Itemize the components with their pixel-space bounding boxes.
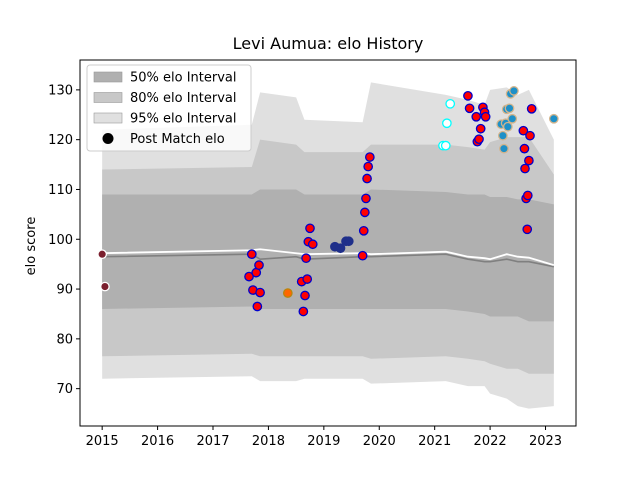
post-match-elo-point [497,130,508,141]
post-match-elo-point [522,190,533,201]
post-match-elo-point [360,207,370,218]
post-match-elo-point [507,113,518,124]
y-tick-label: 110 [48,183,73,198]
y-tick-label: 80 [56,332,73,347]
post-match-elo-point [298,306,309,317]
post-match-elo-point [445,98,456,109]
post-match-elo-point [463,91,473,101]
post-match-elo-point [282,288,293,298]
post-match-elo-point [519,143,530,154]
post-match-elo-point [548,113,559,124]
post-match-elo-point [464,103,475,114]
post-match-elo-point [357,250,368,261]
legend-label: Post Match elo [130,132,225,147]
post-match-elo-point [499,143,509,154]
post-match-elo-point [525,130,535,141]
post-match-elo-point [252,301,263,312]
post-match-elo-point [100,281,110,292]
mean-elo-line [102,248,555,267]
post-match-elo-point [475,123,486,134]
post-match-elo-point [335,243,346,254]
legend-label: 95% elo Interval [130,112,237,127]
x-tick-label: 2015 [86,434,119,449]
x-tick-label: 2019 [307,434,340,449]
post-match-elo-point [522,224,533,235]
post-match-elo-point [246,249,257,260]
x-tick-label: 2020 [363,434,396,449]
y-tick-label: 130 [48,83,73,98]
legend-swatch [93,71,123,83]
post-match-elo-point [358,225,369,236]
post-match-elo-point [440,140,451,151]
post-match-elo-point [526,103,537,114]
post-match-elo-point [361,193,371,204]
axes-frame [79,59,577,427]
y-tick-label: 70 [56,382,73,397]
band-50-interval [102,189,554,322]
post-match-elo-point [255,287,265,298]
post-match-elo-point [471,111,482,122]
legend: 50% elo Interval 80% elo Interval 95% elo … [86,64,252,152]
post-match-elo-point [518,125,529,136]
post-match-elo-point [480,111,491,122]
chart-title: Levi Aumua: elo History [233,34,424,53]
axes: 2015 2016 2017 2018 2019 2020 2021 2022 2023 70 80… [48,59,577,449]
y-tick-label: 90 [56,283,73,298]
post-match-elo-point [524,155,534,166]
y-axis-label: elo score [24,217,39,276]
post-match-elo-point [301,253,311,264]
post-match-elo-point [520,163,530,174]
y-tick-label: 100 [48,233,73,248]
x-tick-label: 2022 [474,434,507,449]
post-match-elo-point [509,86,519,96]
post-match-elo-point [97,249,108,260]
post-match-elo-point [305,223,315,234]
plot-area [97,82,559,409]
x-tick-label: 2023 [529,434,562,449]
legend-label: 50% elo Interval [130,71,237,86]
legend-box [86,64,252,152]
post-match-elo-point [364,152,375,162]
post-match-elo-point [442,118,452,129]
legend-label: 80% elo Interval [130,91,237,106]
post-match-elo-point [300,290,310,301]
post-match-elo-point [343,236,354,247]
legend-swatch [93,92,123,103]
x-tick-label: 2021 [418,434,451,449]
y-tick-label: 120 [48,133,73,148]
post-match-elo-point [502,121,513,132]
x-tick-label: 2018 [252,434,285,449]
legend-swatch [93,112,123,124]
legend-marker [102,133,114,144]
post-match-elo-point [302,274,313,284]
post-match-elo-point [254,260,264,271]
x-tick-label: 2016 [141,434,174,449]
x-tick-label: 2017 [196,434,229,449]
median-elo-line [102,253,554,268]
post-match-elo-point [474,134,484,145]
post-match-elo-point [504,103,515,114]
post-match-elo-point [363,161,374,172]
post-match-elo-point [362,173,372,184]
post-match-elo-point [244,271,254,282]
post-match-elo-point [307,239,318,250]
